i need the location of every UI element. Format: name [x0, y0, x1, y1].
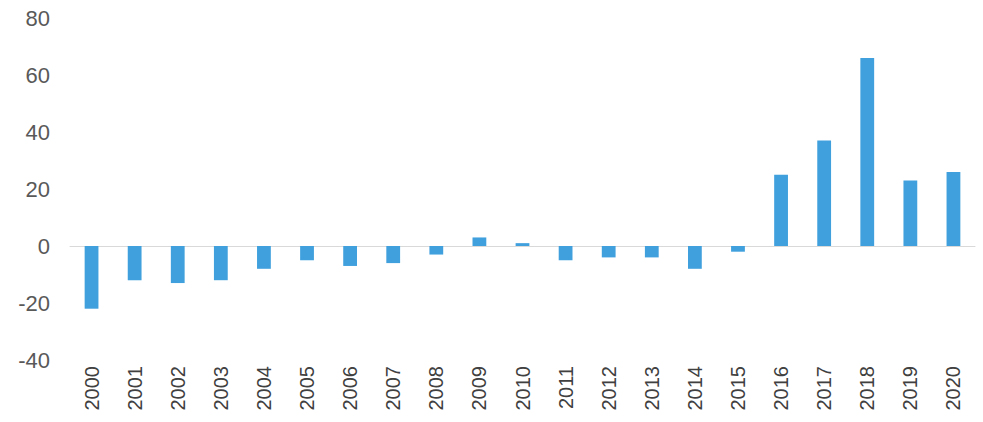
svg-text:-20: -20	[18, 291, 50, 316]
svg-text:2001: 2001	[124, 366, 146, 411]
svg-text:40: 40	[26, 120, 50, 145]
svg-text:2009: 2009	[468, 366, 490, 411]
svg-text:2017: 2017	[813, 366, 835, 411]
svg-text:2000: 2000	[81, 366, 103, 411]
svg-text:2014: 2014	[684, 366, 706, 411]
svg-text:2012: 2012	[598, 366, 620, 411]
svg-text:2018: 2018	[856, 366, 878, 411]
svg-text:2010: 2010	[512, 366, 534, 411]
svg-text:2020: 2020	[942, 366, 964, 411]
svg-text:2004: 2004	[253, 366, 275, 411]
svg-text:80: 80	[26, 6, 50, 31]
svg-text:-40: -40	[18, 348, 50, 373]
svg-text:2019: 2019	[899, 366, 921, 411]
svg-text:2013: 2013	[641, 366, 663, 411]
svg-text:60: 60	[26, 63, 50, 88]
svg-text:20: 20	[26, 177, 50, 202]
svg-text:0: 0	[38, 234, 50, 259]
svg-text:2016: 2016	[770, 366, 792, 411]
svg-text:2003: 2003	[210, 366, 232, 411]
svg-text:2006: 2006	[339, 366, 361, 411]
svg-text:2002: 2002	[167, 366, 189, 411]
svg-text:2011: 2011	[555, 366, 577, 409]
svg-text:2007: 2007	[382, 366, 404, 411]
svg-text:2008: 2008	[425, 366, 447, 411]
svg-text:2005: 2005	[296, 366, 318, 411]
svg-text:2015: 2015	[727, 366, 749, 411]
